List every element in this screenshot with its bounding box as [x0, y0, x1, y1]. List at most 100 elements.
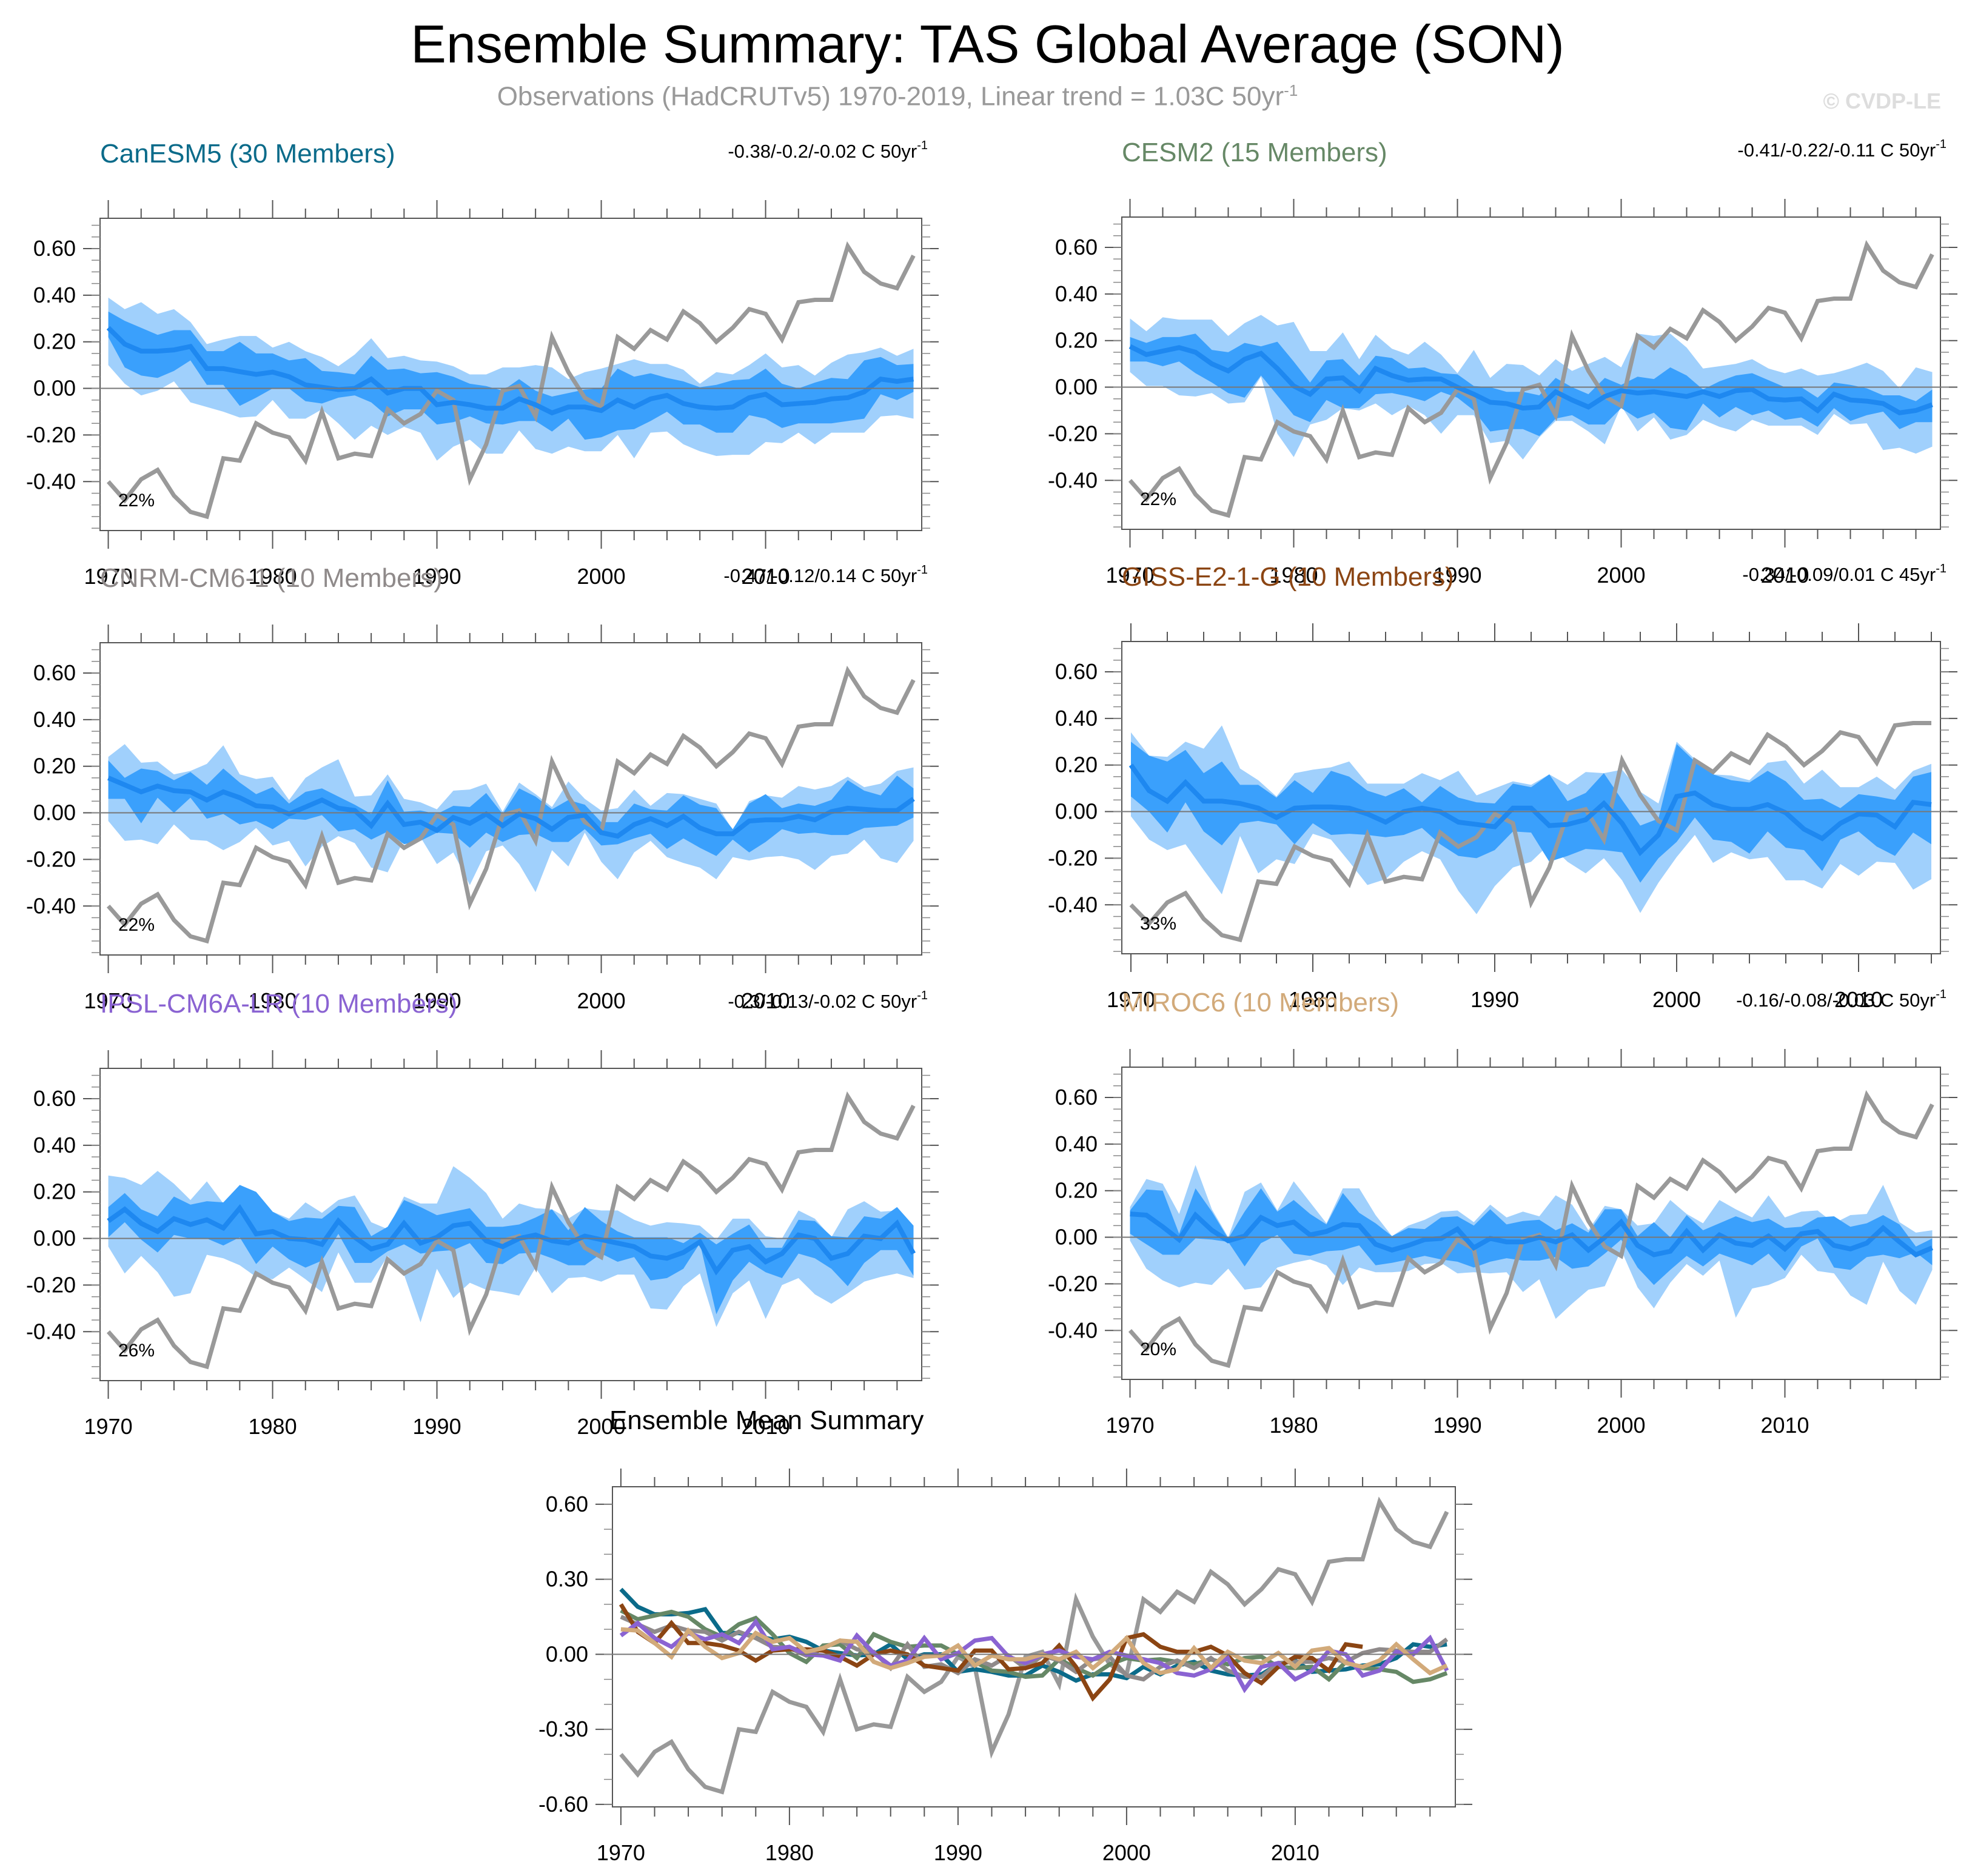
x-tick-label: 1970 [84, 564, 133, 589]
ensemble-mean-line [1130, 1211, 1934, 1258]
y-tick-label: 0.60 [1055, 235, 1098, 260]
y-tick-label: 0.00 [33, 800, 76, 825]
y-tick-label: -0.40 [26, 893, 76, 918]
x-tick-label: 1990 [413, 988, 461, 1013]
trend-superscript: -1 [1936, 988, 1946, 1001]
percent-label: 22% [118, 915, 155, 935]
trend-text: -0.47/-0.12/0.14 C 50yr [723, 565, 917, 586]
model-panel-ipsl-cm6a-lr: 1970 1980 1990 2000 2010 0.60 0.40 0.20 0.00 -0.2… [26, 989, 939, 1439]
model-panel-cnrm-cm6-1: 1970 1980 1990 2000 2010 0.60 0.40 0.20 0.00 -0.2… [26, 563, 939, 1013]
y-tick-label: 0.20 [33, 754, 76, 779]
panel-title: CanESM5 (30 Members) [100, 139, 395, 169]
y-tick-label: 0.40 [33, 283, 76, 307]
x-tick-label: 1990 [1433, 563, 1481, 588]
trend-superscript: -1 [1936, 562, 1946, 575]
plot-area [106, 1091, 916, 1370]
y-tick-label: -0.30 [538, 1717, 588, 1741]
y-tick-label: 0.20 [33, 1179, 76, 1204]
trend-label: -0.3/-0.13/-0.02 C 50yr-1 [728, 989, 928, 1012]
x-tick-label: 1990 [413, 564, 461, 589]
y-tick-label: 0.40 [33, 707, 76, 732]
y-tick-label: 0.00 [33, 1226, 76, 1251]
x-tick-label: 2010 [1271, 1840, 1319, 1865]
plot-frame [1121, 216, 1941, 530]
y-tick-label: 0.40 [1055, 281, 1098, 306]
y-tick-label: -0.20 [26, 422, 76, 447]
x-tick-label: 1990 [413, 1414, 461, 1439]
x-tick-label: 2000 [577, 564, 626, 589]
plot-area [619, 1496, 1449, 1795]
y-tick-label: 0.40 [1055, 1131, 1098, 1156]
y-tick-label: 0.20 [33, 329, 76, 354]
figure-title: Ensemble Summary: TAS Global Average (SO… [411, 14, 1564, 74]
x-tick-label: 1990 [1470, 987, 1519, 1012]
y-tick-label: -0.20 [1048, 421, 1098, 446]
y-tick-label: 0.00 [546, 1641, 588, 1666]
ensemble-mean-cesm2 [620, 1609, 1448, 1684]
y-tick-label: 0.00 [1055, 1225, 1098, 1250]
spread-band-inner [108, 1185, 914, 1315]
ensemble-mean-line [106, 326, 914, 416]
y-tick-label: 0.00 [1055, 799, 1098, 824]
y-tick-label: 0.40 [1055, 706, 1098, 731]
x-tick-label: 1990 [1433, 1413, 1481, 1438]
x-tick-label: 1970 [84, 988, 133, 1013]
x-tick-label: 1990 [934, 1840, 982, 1865]
x-tick-label: 1980 [249, 1414, 297, 1439]
trend-text: -0.38/-0.2/-0.02 C 50yr [728, 141, 917, 162]
figure-subtitle: Observations (HadCRUTv5) 1970-2019, Line… [0, 81, 1795, 112]
y-tick-label: 0.60 [33, 236, 76, 261]
model-panel-miroc6: 1970 1980 1990 2000 2010 0.60 0.40 0.20 0.00 -0.2… [1048, 988, 1957, 1438]
x-tick-label: 2010 [1760, 1413, 1809, 1438]
y-tick-label: 0.60 [546, 1492, 588, 1516]
trend-label: -0.34/-0.09/0.01 C 45yr-1 [1742, 562, 1946, 585]
ensemble-mean-line [1128, 344, 1933, 415]
x-tick-label: 2000 [1102, 1840, 1151, 1865]
plot-area [1128, 240, 1934, 518]
model-panel-cesm2: 1970 1980 1990 2000 2010 0.60 0.40 0.20 0.00 -0.2… [1048, 138, 1957, 588]
y-tick-label: -0.60 [538, 1792, 588, 1817]
plot-area [106, 241, 916, 520]
y-tick-label: 0.60 [33, 1086, 76, 1111]
x-tick-label: 1980 [1269, 1413, 1318, 1438]
trend-label: -0.38/-0.2/-0.02 C 50yr-1 [728, 139, 928, 162]
ensemble-mean-summary-panel: 1970 1980 1990 2000 2010 0.60 0.30 0.00 -0.30 -0.… [538, 1405, 1472, 1865]
x-tick-label: 2010 [742, 1414, 790, 1439]
percent-label: 22% [118, 491, 155, 511]
x-tick-label: 2010 [742, 988, 790, 1013]
trend-label: -0.47/-0.12/0.14 C 50yr-1 [723, 563, 928, 586]
panel-title: CNRM-CM6-1 (10 Members) [100, 563, 443, 593]
y-tick-label: -0.20 [1048, 1271, 1098, 1296]
x-tick-label: 2000 [1652, 987, 1701, 1012]
y-tick-label: -0.40 [1048, 892, 1098, 917]
model-panel-giss-e2-1-g: 1970 1980 1990 2000 2010 0.60 0.40 0.20 0.00 -0.2… [1048, 562, 1957, 1012]
ensemble-mean-summary-title: Ensemble Mean Summary [609, 1405, 924, 1435]
y-tick-label: -0.20 [1048, 845, 1098, 870]
ensemble-mean-line [107, 1204, 916, 1276]
plot-area [1128, 1090, 1934, 1368]
trend-superscript: -1 [917, 139, 928, 152]
x-tick-label: 2000 [1597, 563, 1645, 588]
observations-line [1129, 721, 1931, 943]
trend-superscript: -1 [1936, 138, 1946, 151]
trend-text: -0.41/-0.22/-0.11 C 50yr [1737, 139, 1936, 161]
x-tick-label: 1970 [1105, 563, 1154, 588]
ensemble-mean-giss-e2-1-g [619, 1603, 1363, 1702]
x-tick-label: 1980 [249, 988, 297, 1013]
trend-text: -0.3/-0.13/-0.02 C 50yr [728, 991, 917, 1012]
x-tick-label: 1980 [249, 564, 297, 589]
y-tick-label: -0.40 [26, 1319, 76, 1344]
panel-title: MIROC6 (10 Members) [1122, 988, 1399, 1017]
panel-title: GISS-E2-1-G (10 Members) [1122, 562, 1454, 592]
ensemble-mean-line [107, 776, 915, 839]
x-tick-label: 2000 [1597, 1413, 1645, 1438]
panel-title: IPSL-CM6A-LR (10 Members) [100, 989, 457, 1019]
x-tick-label: 2010 [1834, 987, 1883, 1012]
y-tick-label: 0.00 [1055, 375, 1098, 400]
y-tick-label: 0.60 [1055, 659, 1098, 684]
x-tick-label: 2010 [742, 564, 790, 589]
plot-area [106, 665, 916, 944]
trend-text: -0.34/-0.09/0.01 C 45yr [1742, 564, 1936, 585]
percent-label: 22% [1140, 489, 1176, 509]
